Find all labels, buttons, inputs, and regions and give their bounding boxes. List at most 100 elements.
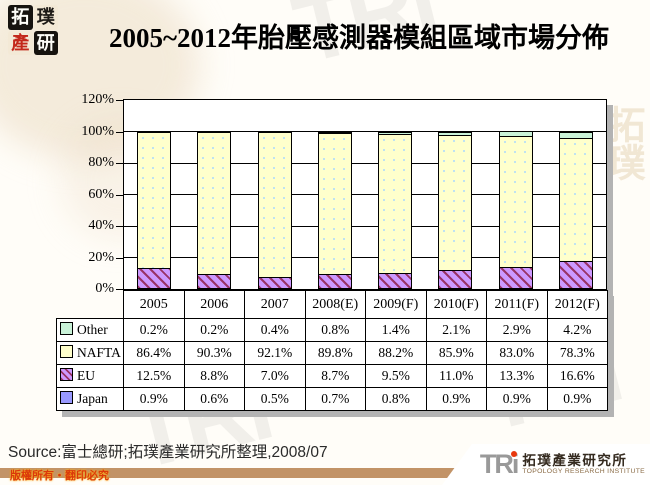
tri-logo-red-dot-icon [511, 451, 518, 457]
bar-segment-japan [257, 288, 292, 289]
bar-segment-japan [438, 287, 473, 289]
value-cell: 88.2% [365, 341, 427, 365]
gridline [124, 131, 606, 132]
y-axis-tick [116, 257, 123, 259]
gridline [124, 194, 606, 195]
value-cell: 0.8% [365, 387, 427, 411]
bar-segment-eu [257, 276, 292, 288]
table-row-eu: EU 12.5% 8.8% 7.0% 8.7% 9.5% 11.0% 13.3% 16.6% [56, 364, 608, 388]
data-table: 2005 2006 2007 2008(E) 2009(F) 2010(F) 2011(F)… [56, 290, 608, 411]
bar-segment-japan [197, 288, 232, 289]
legend-cell-other: Other [56, 318, 124, 342]
y-axis-label: 20% [88, 249, 114, 265]
bar-segment-other [378, 131, 413, 134]
legend-key-eu-icon [60, 368, 73, 381]
y-axis-tick [116, 131, 123, 133]
bar-segment-other [438, 131, 473, 135]
bar-segment-japan [317, 287, 352, 289]
value-cell: 0.7% [304, 387, 366, 411]
page-title: 2005~2012年胎壓感測器模組區域市場分佈 [108, 23, 610, 53]
bar-segment-other [137, 130, 172, 132]
tri-logo-acronym: TRi [480, 451, 519, 478]
table-row-japan: Japan 0.9% 0.6% 0.5% 0.7% 0.8% 0.9% 0.9% 0.9% [56, 387, 608, 411]
x-axis-label: 2012(F) [546, 290, 608, 319]
legend-key-other-icon [60, 322, 73, 335]
bar-segment-nafta [257, 131, 292, 277]
bar-segment-nafta [137, 131, 172, 268]
bar-segment-japan [498, 287, 533, 289]
value-cell: 0.9% [546, 387, 608, 411]
legend-label: Japan [77, 391, 108, 406]
x-axis-label: 2005 [123, 290, 185, 319]
value-cell: 85.9% [425, 341, 487, 365]
value-cell: 2.9% [486, 318, 548, 342]
y-axis-label: 80% [88, 155, 114, 170]
seal-char: 璞 [33, 5, 58, 30]
value-cell: 11.0% [425, 364, 487, 388]
legend-cell-eu: EU [56, 364, 124, 388]
chinese-watermark: 拓璞 [601, 105, 643, 181]
legend-key-nafta-icon [60, 345, 73, 358]
seal-char: 產 [8, 30, 33, 55]
gridline [124, 162, 606, 164]
y-axis-label: 100% [81, 123, 114, 139]
x-axis-label: 2011(F) [486, 290, 548, 319]
bar-segment-nafta [498, 135, 533, 267]
value-cell: 89.8% [304, 341, 366, 365]
legend-label: Other [77, 322, 108, 337]
value-cell: 2.1% [425, 318, 487, 342]
bar-segment-eu [137, 267, 172, 288]
value-cell: 7.0% [244, 364, 306, 388]
plot-area [123, 99, 607, 290]
x-axis-label: 2009(F) [365, 290, 427, 319]
bar-segment-other [197, 130, 232, 132]
value-cell: 0.6% [183, 387, 245, 411]
source-note: Source:富士總研;拓璞產業研究所整理,2008/07 [8, 444, 328, 461]
bar-2012(F) [558, 131, 593, 289]
legend-label: NAFTA [77, 345, 121, 360]
bar-segment-other [558, 131, 593, 139]
y-axis-label: 40% [88, 218, 114, 233]
x-axis-label: 2010(F) [425, 290, 487, 319]
value-cell: 90.3% [183, 341, 245, 365]
value-cell: 4.2% [546, 318, 608, 342]
bar-segment-other [317, 131, 352, 133]
bar-segment-japan [378, 287, 413, 289]
y-axis-tick [116, 194, 123, 196]
value-cell: 0.5% [244, 387, 306, 411]
x-axis-label: 2007 [244, 290, 306, 319]
tri-logo-names: 拓璞產業研究所 TOPOLOGY RESEARCH INSTITUTE [522, 453, 645, 476]
value-cell: 86.4% [123, 341, 185, 365]
bar-segment-japan [558, 287, 593, 289]
tri-logo-name-en: TOPOLOGY RESEARCH INSTITUTE [522, 468, 645, 476]
value-cell: 0.4% [244, 318, 306, 342]
legend-key-japan-icon [60, 391, 73, 404]
value-cell: 13.3% [486, 364, 548, 388]
value-cell: 12.5% [123, 364, 185, 388]
bar-2010(F) [438, 131, 473, 289]
table-row-nafta: NAFTA 86.4% 90.3% 92.1% 89.8% 88.2% 85.9% 83.0%… [56, 341, 608, 365]
value-cell: 16.6% [546, 364, 608, 388]
value-cell: 92.1% [244, 341, 306, 365]
x-axis-label: 2006 [183, 290, 245, 319]
table-corner-cell [57, 291, 124, 319]
bar-segment-eu [438, 270, 473, 288]
value-cell: 0.9% [486, 387, 548, 411]
value-cell: 8.8% [183, 364, 245, 388]
value-cell: 0.9% [425, 387, 487, 411]
copyright-text: 版權所有‧翻印必究 [10, 470, 109, 482]
bar-2011(F) [498, 131, 533, 289]
bar-segment-eu [317, 274, 352, 288]
gridline [124, 225, 606, 227]
bar-2005 [137, 130, 172, 289]
value-cell: 8.7% [304, 364, 366, 388]
bar-segment-japan [137, 287, 172, 289]
value-cell: 9.5% [365, 364, 427, 388]
value-cell: 0.2% [183, 318, 245, 342]
gridline [124, 257, 606, 258]
seal-char: 研 [33, 30, 58, 55]
bar-segment-eu [378, 272, 413, 288]
bar-2009(F) [378, 131, 413, 289]
value-cell: 1.4% [365, 318, 427, 342]
